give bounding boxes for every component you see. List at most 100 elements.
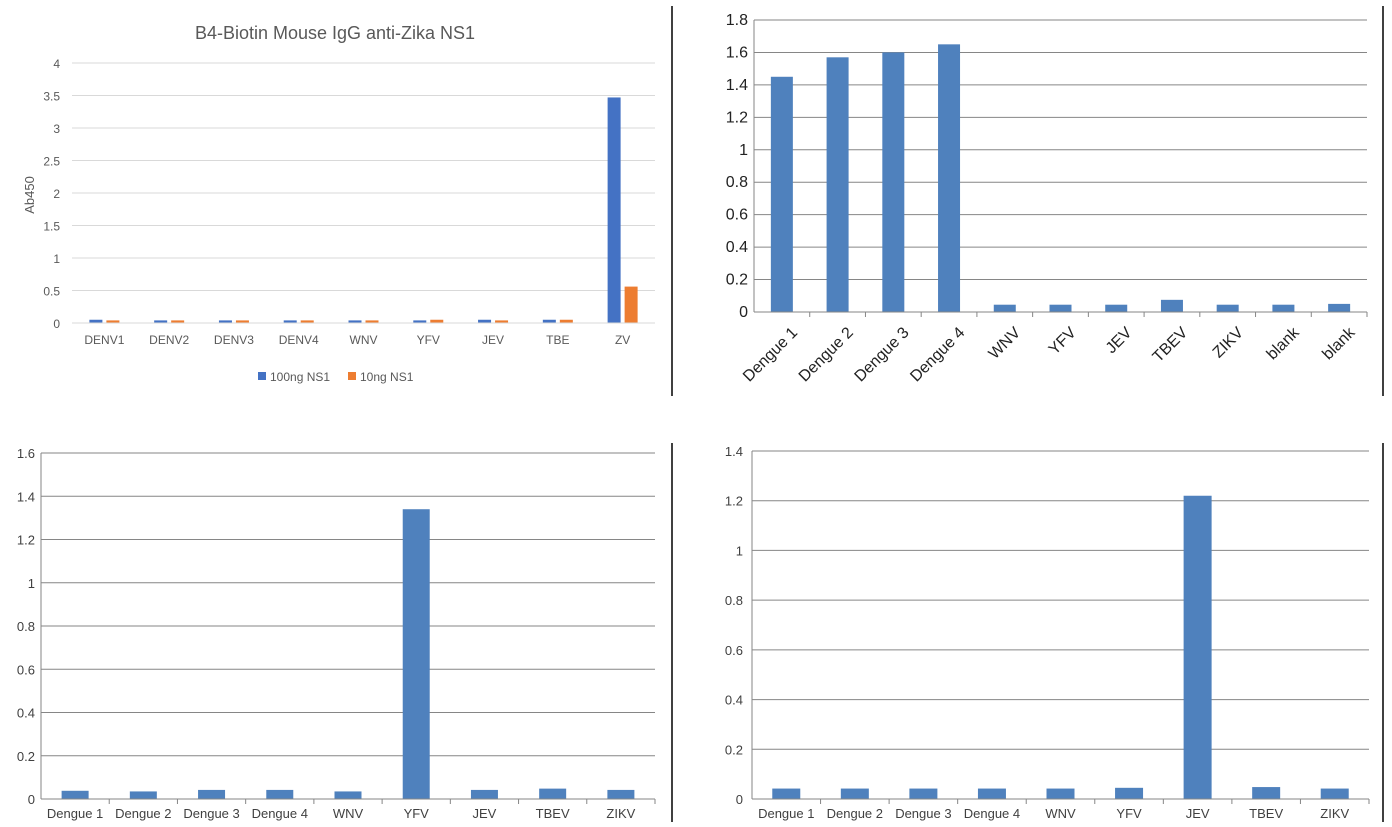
x-tick-label: YFV	[417, 333, 440, 347]
chart-1-legend: 100ng NS1 10ng NS1	[258, 370, 414, 384]
bar	[771, 77, 793, 312]
y-tick-label: 1.6	[726, 44, 748, 61]
x-tick-label: TBEV	[1249, 806, 1283, 821]
bar	[994, 305, 1016, 312]
y-tick-label: 1.5	[43, 220, 60, 234]
y-tick-label: 1	[53, 252, 60, 266]
y-tick-label: 0.5	[43, 285, 60, 299]
y-tick-label: 3	[53, 122, 60, 136]
bar	[1272, 305, 1294, 312]
x-tick-label: blank	[1319, 324, 1359, 364]
legend-swatch-100ng	[258, 372, 266, 380]
x-tick-label: Dengue 2	[115, 806, 171, 821]
x-tick-label: WNV	[1045, 806, 1076, 821]
bar	[1115, 788, 1143, 799]
bar	[978, 789, 1006, 799]
x-tick-label: Dengue 1	[47, 806, 103, 821]
x-tick-label: JEV	[1103, 324, 1136, 357]
x-tick-label: ZIKV	[1210, 324, 1247, 361]
x-tick-label: TBE	[546, 333, 569, 347]
x-tick-label: DENV4	[279, 333, 319, 347]
y-tick-label: 1	[736, 543, 743, 558]
bar	[938, 44, 960, 312]
bar	[1047, 789, 1075, 799]
y-tick-label: 0.8	[726, 174, 748, 191]
y-tick-label: 1.4	[17, 489, 35, 504]
x-tick-label: WNV	[350, 333, 378, 347]
x-tick-label: Dengue 2	[827, 806, 883, 821]
bar	[1321, 789, 1349, 799]
legend-label-100ng: 100ng NS1	[270, 370, 330, 384]
y-tick-label: 0	[739, 304, 748, 321]
y-tick-label: 0.2	[17, 749, 35, 764]
y-tick-label: 1.8	[726, 12, 748, 29]
bar	[403, 509, 430, 799]
x-tick-label: WNV	[333, 806, 364, 821]
x-tick-label: ZIKV	[606, 806, 635, 821]
bar	[335, 791, 362, 799]
x-tick-label: JEV	[473, 806, 497, 821]
x-tick-label: JEV	[1186, 806, 1210, 821]
bar	[62, 791, 89, 799]
bar	[471, 790, 498, 799]
y-tick-label: 0.2	[726, 272, 748, 289]
x-tick-label: Dengue 1	[740, 324, 801, 385]
x-tick-label: Dengue 3	[183, 806, 239, 821]
bar	[1105, 305, 1127, 312]
x-tick-label: YFV	[404, 806, 430, 821]
bar	[608, 97, 621, 323]
x-tick-label: Dengue 4	[907, 324, 968, 385]
y-tick-label: 0	[53, 317, 60, 331]
bar	[266, 790, 293, 799]
bar	[827, 57, 849, 312]
x-tick-label: Dengue 3	[852, 324, 913, 385]
y-tick-label: 1.6	[17, 446, 35, 461]
chart-1-y-axis-title: Ab450	[22, 176, 37, 214]
y-tick-label: 0.6	[725, 643, 743, 658]
y-tick-label: 3.5	[43, 90, 60, 104]
y-tick-label: 2	[53, 187, 60, 201]
y-tick-label: 0.4	[726, 239, 748, 256]
x-tick-label: TBEV	[1150, 324, 1192, 366]
y-tick-label: 0.4	[725, 693, 743, 708]
y-tick-label: 1.4	[725, 444, 743, 459]
legend-swatch-10ng	[348, 372, 356, 380]
bar	[625, 287, 638, 323]
y-tick-label: 1	[28, 576, 35, 591]
x-tick-label: Dengue 1	[758, 806, 814, 821]
x-tick-label: TBEV	[536, 806, 570, 821]
y-tick-label: 1.2	[17, 533, 35, 548]
bar	[1184, 496, 1212, 799]
x-tick-label: WNV	[986, 324, 1025, 363]
chart-4-plot: 0 0.2 0.4 0.6 0.8 1 1.2 1.4 Dengue 1 Dengue 2 Deng…	[725, 444, 1369, 821]
y-tick-label: 0.8	[17, 619, 35, 634]
y-tick-label: 1.2	[726, 109, 748, 126]
bar	[607, 790, 634, 799]
y-tick-label: 0	[28, 792, 35, 807]
y-tick-label: 0.2	[725, 742, 743, 757]
y-tick-label: 0.4	[17, 706, 35, 721]
bar	[198, 790, 225, 799]
x-tick-label: YFV	[1046, 324, 1080, 358]
x-tick-label: Dengue 4	[252, 806, 308, 821]
y-tick-label: 0	[736, 792, 743, 807]
x-tick-label: YFV	[1116, 806, 1142, 821]
bar	[1161, 300, 1183, 312]
bar	[909, 789, 937, 799]
chart-1-plot: 00.511.522.533.54DENV1 DENV2 DENV3 DENV4 WNV…	[43, 57, 655, 347]
bar	[882, 52, 904, 312]
x-tick-label: ZV	[615, 333, 630, 347]
x-tick-label: blank	[1264, 324, 1304, 364]
y-tick-label: 1.2	[725, 494, 743, 509]
y-tick-label: 0.6	[726, 207, 748, 224]
bar	[772, 789, 800, 799]
x-tick-label: DENV1	[84, 333, 124, 347]
bar	[1217, 305, 1239, 312]
x-tick-label: ZIKV	[1320, 806, 1349, 821]
bar	[1252, 787, 1280, 799]
y-tick-label: 2.5	[43, 155, 60, 169]
x-tick-label: Dengue 2	[796, 324, 857, 385]
bar	[1328, 304, 1350, 312]
